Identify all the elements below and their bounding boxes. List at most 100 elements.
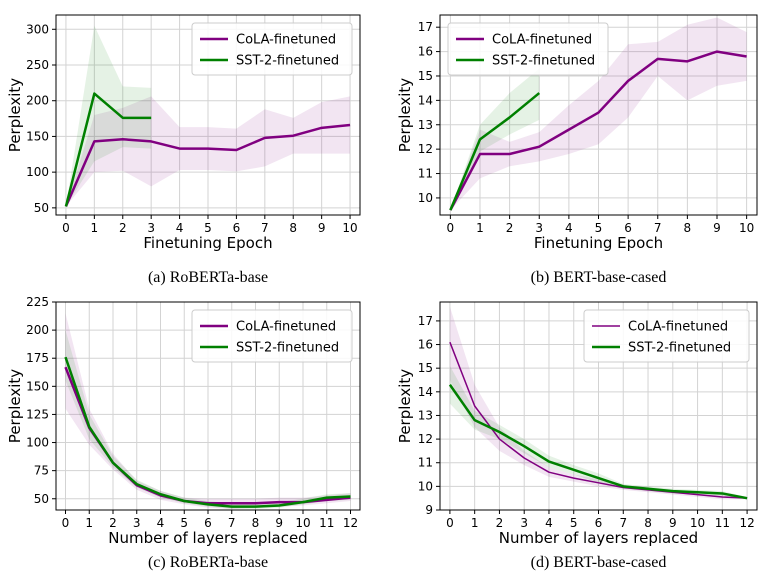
- x-axis-label: Finetuning Epoch: [143, 234, 272, 252]
- legend: CoLA-finetuned SST-2-finetuned: [447, 22, 609, 76]
- y-axis-label: Perplexity: [6, 78, 24, 152]
- series-line-1: [449, 341, 748, 499]
- y-tick-label: 150: [26, 129, 49, 143]
- y-tick-label: 17: [418, 20, 433, 34]
- chart-3: 0 1 2 3 4 5 6 7 8 9 10 11 125075100125150175200225Nu…: [6, 295, 361, 571]
- y-tick-label: 300: [26, 22, 49, 36]
- x-tick-label: 4: [176, 221, 184, 235]
- x-tick-label: 7: [654, 221, 662, 235]
- x-tick-label: 11: [715, 516, 730, 530]
- x-tick-label: 10: [739, 221, 754, 235]
- y-tick-label: 14: [418, 385, 433, 399]
- confidence-band-1: [65, 96, 351, 207]
- x-tick-label: 1: [91, 221, 99, 235]
- y-tick-label: 11: [418, 456, 433, 470]
- x-tick-label: 2: [119, 221, 127, 235]
- y-tick-label: 11: [418, 167, 433, 181]
- x-tick-label: 9: [669, 516, 677, 530]
- y-tick-label: 125: [26, 407, 49, 421]
- y-tick-label: 50: [34, 201, 49, 215]
- x-tick-label: 10: [690, 516, 705, 530]
- x-tick-label: 9: [713, 221, 721, 235]
- y-tick-label: 75: [34, 464, 49, 478]
- y-tick-label: 250: [26, 58, 49, 72]
- series-line-2: [449, 92, 541, 211]
- legend: CoLA-finetuned SST-2-finetuned: [191, 309, 353, 363]
- x-axis-label: Number of layers replaced: [499, 529, 698, 547]
- series-line-1: [64, 123, 351, 207]
- x-tick-label: 0: [62, 516, 70, 530]
- x-axis-label: Number of layers replaced: [108, 529, 307, 547]
- subfigure-caption: (d) BERT-base-cased: [531, 554, 667, 571]
- x-tick-label: 6: [204, 516, 212, 530]
- legend-label-1: CoLA-finetuned: [492, 33, 592, 48]
- x-tick-label: 8: [684, 221, 692, 235]
- series-line-2: [448, 384, 748, 500]
- x-tick-label: 6: [233, 221, 241, 235]
- y-axis-label: Perplexity: [396, 369, 414, 443]
- y-tick-label: 175: [26, 351, 49, 365]
- legend: CoLA-finetuned SST-2-finetuned: [191, 22, 353, 76]
- series-line-1: [449, 50, 747, 211]
- x-tick-label: 6: [624, 221, 632, 235]
- legend-box: [583, 309, 750, 363]
- x-tick-label: 2: [496, 516, 504, 530]
- legend-label-2: SST-2-finetuned: [236, 54, 339, 69]
- x-tick-label: 0: [446, 516, 454, 530]
- y-axis-label: Perplexity: [6, 369, 24, 443]
- x-tick-label: 3: [535, 221, 543, 235]
- legend-label-2: SST-2-finetuned: [236, 341, 339, 356]
- y-tick-label: 13: [418, 408, 433, 422]
- x-tick-label: 7: [261, 221, 269, 235]
- y-tick-label: 100: [26, 436, 49, 450]
- confidence-band-2: [65, 25, 152, 207]
- y-tick-label: 10: [418, 479, 433, 493]
- x-tick-label: 5: [595, 221, 603, 235]
- confidence-band-2: [450, 68, 540, 211]
- x-tick-label: 7: [619, 516, 627, 530]
- x-tick-label: 12: [739, 516, 754, 530]
- x-tick-label: 1: [476, 221, 484, 235]
- subfigure-caption: (c) RoBERTa-base: [148, 554, 268, 571]
- x-tick-label: 12: [343, 516, 358, 530]
- y-tick-label: 15: [418, 69, 433, 83]
- legend-box: [191, 309, 353, 363]
- x-tick-label: 4: [565, 221, 573, 235]
- x-tick-label: 3: [147, 221, 155, 235]
- x-tick-label: 3: [520, 516, 528, 530]
- confidence-band-1: [449, 306, 748, 500]
- x-tick-label: 10: [295, 516, 310, 530]
- x-tick-label: 9: [318, 221, 326, 235]
- x-tick-label: 8: [644, 516, 652, 530]
- x-tick-label: 9: [275, 516, 283, 530]
- chart-4: 0 1 2 3 4 5 6 7 8 9 10 11 1291011121314151617Number …: [396, 301, 758, 571]
- y-tick-label: 200: [26, 323, 49, 337]
- y-tick-label: 16: [418, 338, 433, 352]
- y-tick-label: 50: [34, 492, 49, 506]
- legend-label-2: SST-2-finetuned: [628, 341, 731, 356]
- legend-label-1: CoLA-finetuned: [236, 320, 336, 335]
- legend: CoLA-finetuned SST-2-finetuned: [583, 309, 750, 363]
- x-tick-label: 1: [471, 516, 479, 530]
- series-line-2: [64, 92, 152, 207]
- y-tick-label: 200: [26, 94, 49, 108]
- legend-label-2: SST-2-finetuned: [492, 54, 595, 69]
- y-tick-label: 10: [418, 191, 433, 205]
- x-tick-label: 5: [204, 221, 212, 235]
- x-axis-label: Finetuning Epoch: [534, 234, 663, 252]
- x-tick-label: 11: [319, 516, 334, 530]
- x-tick-label: 1: [85, 516, 93, 530]
- x-tick-label: 10: [342, 221, 357, 235]
- x-tick-label: 4: [545, 516, 553, 530]
- x-tick-label: 2: [506, 221, 514, 235]
- legend-label-1: CoLA-finetuned: [628, 320, 728, 335]
- chart-1: 0 1 2 3 4 5 6 7 8 9 10 50 100 150 200 250 300 Finetuning …: [6, 14, 361, 286]
- x-tick-label: 5: [570, 516, 578, 530]
- confidence-band-2: [449, 365, 748, 500]
- y-tick-label: 16: [418, 45, 433, 59]
- y-tick-label: 17: [418, 314, 433, 328]
- legend-box: [191, 22, 353, 76]
- x-tick-label: 7: [228, 516, 236, 530]
